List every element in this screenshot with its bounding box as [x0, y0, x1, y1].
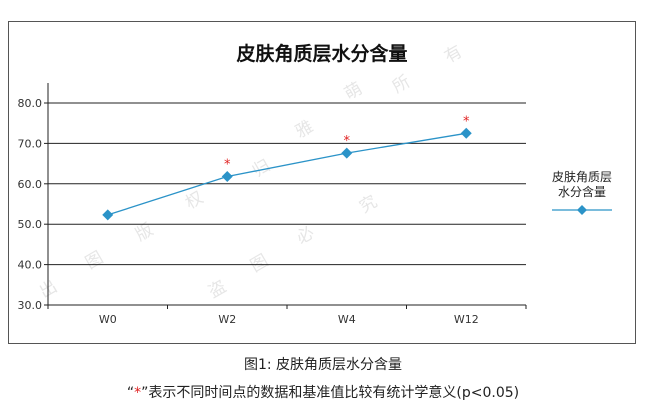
significance-star: *	[344, 134, 351, 149]
watermark-char: 萌	[341, 79, 366, 105]
data-point	[460, 127, 472, 139]
significance-star: *	[224, 158, 231, 173]
footnote-open-quote: “	[126, 385, 135, 401]
chart-title: 皮肤角质层水分含量	[236, 42, 407, 65]
x-tick-label: W2	[218, 313, 236, 326]
y-tick-label: 50.0	[18, 218, 43, 231]
chart-frame: 有所萌雅归权版图必究图盗出 皮肤角质层水分含量 30.0 40.0 50.0 60.0…	[8, 21, 636, 344]
watermark-char: 有	[441, 42, 466, 68]
legend: 皮肤角质层水分含量	[552, 169, 612, 215]
watermark-char: 权	[182, 188, 207, 214]
series: * * *	[102, 114, 472, 221]
figure-caption: 图1: 皮肤角质层水分含量	[243, 357, 403, 373]
watermark-char: 图	[247, 251, 272, 277]
x-tick-label: W4	[338, 313, 356, 326]
footnote-text: ”表示不同时间点的数据和基准值比较有统计学意义(p<0.05)	[141, 385, 520, 401]
watermark-char: 图	[82, 248, 107, 274]
watermark-char: 版	[132, 220, 157, 246]
significance-star: *	[463, 114, 470, 129]
legend-label: 皮肤角质层	[552, 169, 612, 184]
footnote-star: *	[134, 385, 142, 401]
data-point	[102, 209, 114, 221]
axes: 30.0 40.0 50.0 60.0 70.0 80.0 W0 W2 W4 W12	[18, 83, 527, 326]
data-point	[221, 171, 233, 183]
watermark-char: 所	[389, 72, 414, 98]
y-tick-label: 70.0	[18, 137, 43, 150]
x-tick-label: W0	[99, 313, 117, 326]
y-tick-label: 60.0	[18, 178, 43, 191]
watermark-char: 雅	[292, 117, 317, 143]
data-point	[341, 147, 353, 159]
significance-footnote: “*”表示不同时间点的数据和基准值比较有统计学意义(p<0.05)	[0, 382, 646, 402]
legend-marker	[577, 205, 587, 215]
legend-label: 水分含量	[558, 184, 606, 199]
y-tick-label: 30.0	[18, 299, 43, 312]
x-tick-label: W12	[454, 313, 479, 326]
y-tick-label: 80.0	[18, 97, 43, 110]
y-tick-label: 40.0	[18, 259, 43, 272]
watermark-char: 究	[356, 192, 381, 218]
gridlines	[48, 102, 526, 266]
watermark-char: 盗	[205, 277, 230, 303]
series-line	[107, 132, 467, 216]
watermark-char: 必	[293, 223, 318, 249]
